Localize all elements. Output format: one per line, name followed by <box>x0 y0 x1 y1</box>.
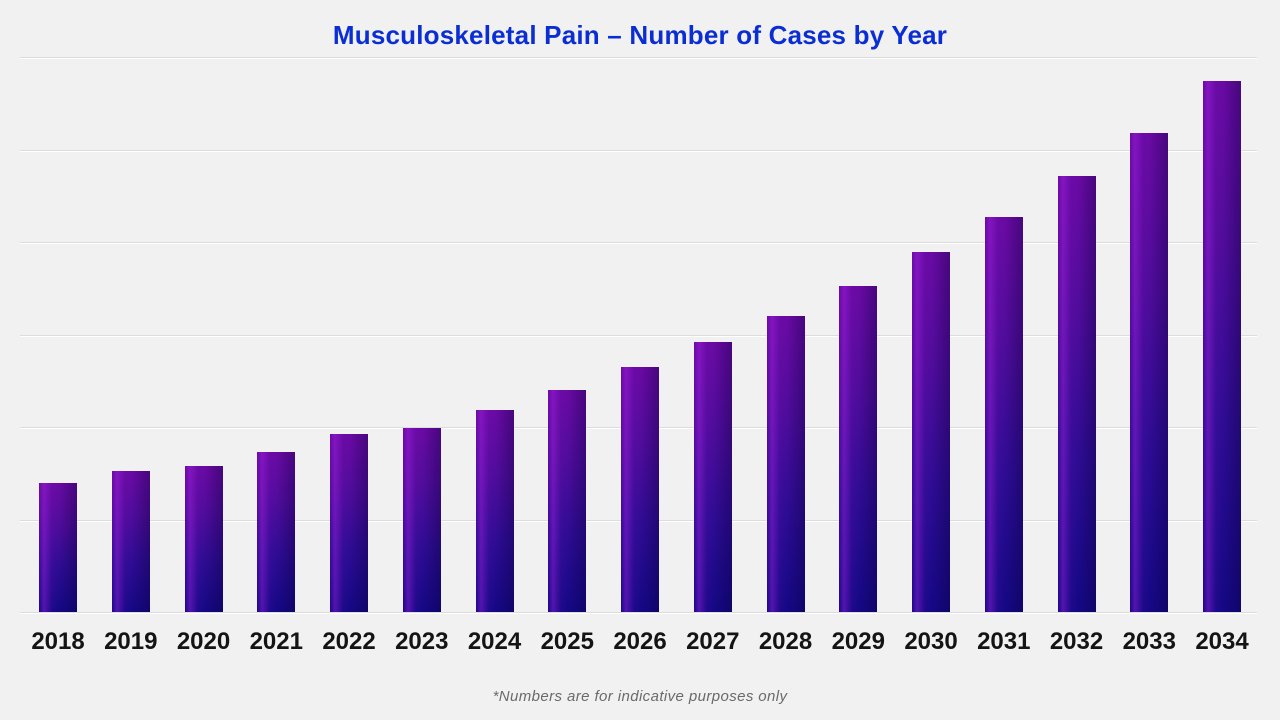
bar-2018 <box>39 483 77 612</box>
x-tick-label-2031: 2031 <box>977 628 1031 655</box>
bar-2019 <box>111 470 150 612</box>
bar-2034 <box>1203 81 1241 612</box>
x-tick-slot-2027: 2027 <box>686 628 739 655</box>
x-tick-label-2029: 2029 <box>831 628 885 655</box>
bar-2030 <box>912 252 950 612</box>
x-tick-label-2021: 2021 <box>249 628 303 655</box>
x-tick-slot-2024: 2024 <box>468 628 521 655</box>
gridline <box>20 57 1257 58</box>
x-tick-slot-2030: 2030 <box>904 628 957 655</box>
x-tick-label-2018: 2018 <box>31 628 85 655</box>
bar-chart-plot-area <box>20 57 1257 613</box>
bar-2021 <box>257 452 296 612</box>
x-tick-slot-2020: 2020 <box>177 628 230 655</box>
bar-2028 <box>766 316 805 612</box>
bar-2031 <box>984 217 1023 612</box>
bar-2025 <box>548 390 587 612</box>
bar-2032 <box>1057 176 1096 612</box>
x-tick-slot-2031: 2031 <box>977 628 1030 655</box>
x-tick-slot-2025: 2025 <box>541 628 594 655</box>
gridline <box>20 334 1257 336</box>
bar-2023 <box>402 427 441 612</box>
x-tick-label-2020: 2020 <box>176 628 231 655</box>
bar-2026 <box>621 366 659 612</box>
x-tick-label-2034: 2034 <box>1195 628 1249 655</box>
gridline <box>20 242 1257 243</box>
x-tick-slot-2033: 2033 <box>1123 628 1176 655</box>
x-tick-label-2030: 2030 <box>904 628 958 655</box>
x-tick-label-2032: 2032 <box>1049 628 1104 655</box>
bar-2029 <box>839 285 878 612</box>
x-axis-labels-row: 2018 2019 2020 2021 2022 2023 2024 2025 2026 2027… <box>20 628 1257 655</box>
x-tick-label-2022: 2022 <box>322 628 376 655</box>
x-tick-slot-2022: 2022 <box>322 628 375 655</box>
bars-row <box>20 57 1257 612</box>
x-tick-slot-2026: 2026 <box>613 628 666 655</box>
x-tick-slot-2021: 2021 <box>250 628 303 655</box>
x-tick-slot-2028: 2028 <box>759 628 812 655</box>
x-tick-label-2026: 2026 <box>613 628 667 655</box>
x-axis-baseline <box>20 612 1257 613</box>
bar-2020 <box>184 465 223 612</box>
bar-2033 <box>1130 132 1169 612</box>
bar-2022 <box>330 434 368 612</box>
chart-title: Musculoskeletal Pain – Number of Cases b… <box>332 20 948 50</box>
x-tick-label-2028: 2028 <box>758 628 813 655</box>
x-tick-slot-2018: 2018 <box>31 628 84 655</box>
bar-2024 <box>475 410 514 612</box>
x-tick-label-2033: 2033 <box>1122 628 1176 655</box>
x-tick-slot-2019: 2019 <box>104 628 157 655</box>
x-tick-slot-2034: 2034 <box>1195 628 1248 655</box>
gridline <box>20 149 1257 151</box>
x-tick-slot-2023: 2023 <box>395 628 448 655</box>
bar-2027 <box>693 341 732 612</box>
x-tick-slot-2029: 2029 <box>832 628 885 655</box>
footnote: *Numbers are for indicative purposes onl… <box>492 688 788 705</box>
x-tick-slot-2032: 2032 <box>1050 628 1103 655</box>
x-tick-label-2023: 2023 <box>395 628 449 655</box>
x-tick-label-2025: 2025 <box>540 628 594 655</box>
x-tick-label-2027: 2027 <box>686 628 740 655</box>
x-tick-label-2024: 2024 <box>467 628 522 655</box>
x-tick-label-2019: 2019 <box>104 628 158 655</box>
